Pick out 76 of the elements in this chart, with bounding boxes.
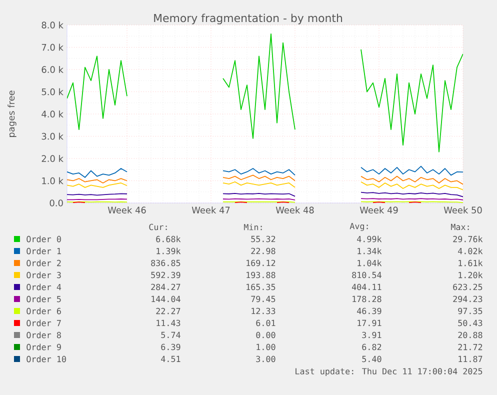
text: 165.35: [246, 284, 276, 290]
text: Cur:: [149, 224, 167, 230]
legend-label: Order 3: [26, 272, 61, 278]
y-tick-label: 8.0 k: [42, 22, 64, 28]
text: 11.43: [156, 320, 180, 326]
text: 0.00: [256, 332, 276, 338]
x-tick-label: Week 46: [108, 206, 146, 214]
text: 6.01: [256, 320, 276, 326]
text: 22.98: [251, 248, 276, 254]
legend-label: Order 10: [26, 356, 66, 362]
legend-label: Order 0: [26, 236, 61, 242]
y-tick-label: 7.0 k: [42, 44, 64, 51]
text: 5.40: [362, 356, 382, 362]
text: 836.85: [151, 260, 180, 266]
text: 79.45: [251, 296, 276, 302]
legend-label: Order 9: [26, 344, 61, 350]
y-tick-label: 4.0 k: [42, 110, 64, 118]
text: 592.39: [151, 272, 180, 278]
text: Last update: Thu Dec 11 17:00:04 2025: [296, 368, 482, 376]
text: 4.51: [161, 356, 180, 362]
text: 4.99k: [357, 236, 382, 242]
text: 12.33: [252, 308, 276, 314]
text: 17.91: [358, 320, 382, 326]
y-tick-label: 5.0 k: [42, 88, 64, 96]
text: 46.39: [357, 308, 382, 314]
text: 1.04k: [358, 260, 382, 266]
text: 169.12: [246, 260, 276, 266]
text: 623.25: [453, 284, 482, 290]
y-axis-title: pages free: [8, 90, 16, 137]
text: 21.72: [458, 344, 482, 350]
text: 1.20k: [458, 272, 483, 278]
legend-label: Order 7: [26, 320, 61, 326]
text: 20.88: [458, 332, 482, 338]
legend-label: Order 8: [26, 332, 61, 338]
legend-label: Order 2: [26, 260, 61, 266]
text: 193.88: [246, 272, 276, 278]
text: 5.74: [161, 332, 180, 338]
text: Avg:: [350, 223, 368, 231]
x-tick-label: Week 48: [276, 206, 314, 214]
text: 50.43: [458, 320, 482, 326]
text: 1.00: [256, 344, 276, 350]
legend-label: Order 4: [26, 284, 62, 290]
legend-label: Order 6: [26, 308, 61, 314]
y-tick-label: 3.0 k: [42, 132, 64, 140]
text: 284.27: [151, 284, 180, 290]
text: 144.04: [152, 296, 180, 302]
text: 11.87: [458, 356, 482, 362]
text: 810.54: [352, 272, 382, 278]
x-tick-label: Week 47: [192, 206, 230, 214]
x-tick-label: Week 50: [444, 206, 482, 214]
legend-label: Order 5: [26, 296, 61, 302]
text: 55.32: [251, 236, 276, 242]
text: 1.39k: [156, 248, 181, 254]
text: 4.02k: [458, 248, 483, 254]
x-tick-label: Week 49: [360, 206, 398, 214]
legend-label: Order 1: [26, 248, 61, 254]
text: 97.35: [458, 308, 482, 314]
text: 294.23: [453, 296, 482, 302]
text: 1.34k: [358, 248, 382, 254]
text: Min:: [244, 224, 262, 230]
text: 6.82: [362, 344, 382, 350]
y-tick-label: 6.0 k: [42, 66, 64, 73]
text: 178.28: [352, 296, 382, 302]
text: 22.27: [156, 308, 180, 314]
text: 29.76k: [453, 236, 483, 242]
y-tick-label: 1.0 k: [42, 177, 64, 184]
chart-title: Memory fragmentation - by month: [154, 14, 342, 24]
y-tick-label: 2.0 k: [42, 155, 64, 162]
text: 3.00: [256, 356, 276, 362]
text: 1.61k: [458, 260, 483, 266]
text: Max:: [451, 224, 469, 230]
text: 6.39: [161, 344, 180, 350]
text: 404.11: [352, 284, 382, 290]
text: 3.91: [362, 332, 382, 338]
text: 6.68k: [156, 236, 181, 242]
y-tick-label: 0.0: [50, 200, 63, 206]
